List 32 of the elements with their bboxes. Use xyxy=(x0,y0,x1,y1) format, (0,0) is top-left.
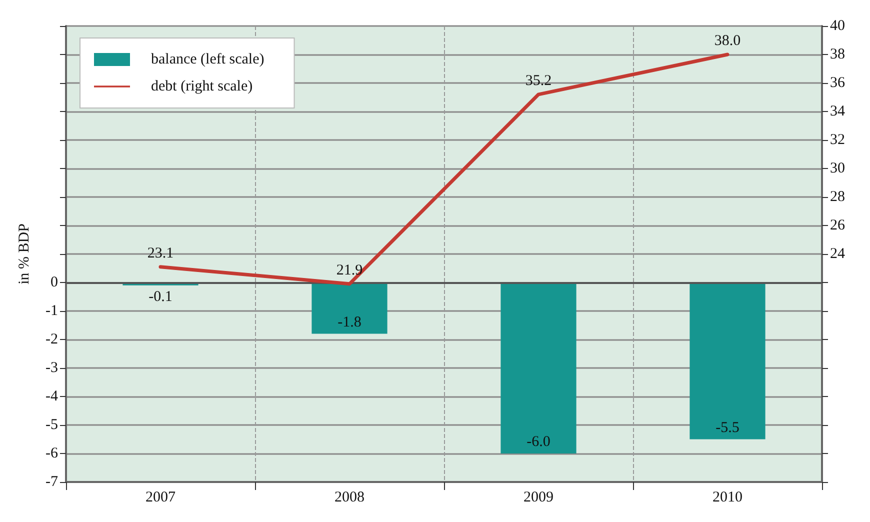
y2-tick-label: 28 xyxy=(830,189,845,205)
x-tick-label: 2007 xyxy=(146,490,176,506)
y2-tick-label: 30 xyxy=(830,160,845,176)
x-tick-label: 2008 xyxy=(334,490,364,506)
data-label: 21.9 xyxy=(336,262,363,278)
data-label: -0.1 xyxy=(148,288,172,305)
y-tick-label: 0 xyxy=(50,274,58,290)
y2-tick-label: 24 xyxy=(830,246,846,262)
y-tick-label: -4 xyxy=(46,388,58,404)
x-tick-label: 2010 xyxy=(712,490,742,506)
y2-tick-label: 34 xyxy=(830,104,846,120)
y-tick-label: -3 xyxy=(46,360,58,376)
y2-tick-label: 40 xyxy=(830,18,845,34)
y-tick-label: -6 xyxy=(46,446,58,462)
y2-tick-label: 26 xyxy=(830,218,846,234)
y2-tick-label: 32 xyxy=(830,132,845,148)
data-label: -6.0 xyxy=(526,434,550,450)
legend-label: debt (right scale) xyxy=(151,78,253,94)
y-tick-label: -2 xyxy=(46,332,58,348)
y-axis-title: in % BDP xyxy=(16,224,32,284)
y-tick-label: -7 xyxy=(46,474,58,490)
data-label: -1.8 xyxy=(338,314,362,330)
y-tick-label: -5 xyxy=(46,417,58,433)
data-label: -5.5 xyxy=(716,420,740,436)
legend-label: balance (left scale) xyxy=(151,52,264,68)
data-label: 35.2 xyxy=(525,72,552,89)
data-label: 38.0 xyxy=(714,33,741,49)
y-tick-label: -1 xyxy=(46,303,58,319)
data-label: 23.1 xyxy=(147,245,174,262)
y2-tick-label: 38 xyxy=(830,46,845,62)
y2-tick-label: 36 xyxy=(830,75,846,91)
x-tick-label: 2009 xyxy=(524,490,554,506)
